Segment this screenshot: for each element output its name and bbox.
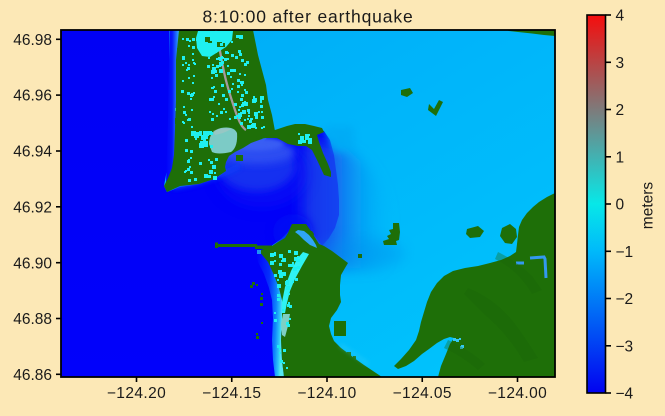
svg-text:46.98: 46.98	[13, 32, 52, 49]
svg-text:−2: −2	[616, 291, 634, 308]
svg-text:−124.10: −124.10	[297, 385, 356, 402]
svg-text:8:10:00 after earthquake: 8:10:00 after earthquake	[202, 7, 413, 27]
svg-text:4: 4	[616, 8, 625, 25]
svg-text:46.96: 46.96	[13, 88, 52, 105]
svg-text:−3: −3	[616, 338, 634, 355]
svg-text:46.94: 46.94	[13, 144, 52, 161]
svg-text:46.90: 46.90	[13, 255, 52, 272]
svg-text:3: 3	[616, 55, 625, 72]
svg-text:−4: −4	[616, 386, 634, 403]
svg-text:46.88: 46.88	[13, 311, 52, 328]
svg-text:0: 0	[616, 197, 625, 214]
svg-text:1: 1	[616, 149, 625, 166]
svg-text:−124.20: −124.20	[107, 385, 166, 402]
svg-text:2: 2	[616, 102, 625, 119]
svg-text:meters: meters	[640, 182, 657, 230]
svg-text:−1: −1	[616, 244, 634, 261]
svg-text:46.86: 46.86	[13, 367, 52, 384]
svg-text:−124.15: −124.15	[202, 385, 261, 402]
svg-text:46.92: 46.92	[13, 199, 52, 216]
svg-text:−124.05: −124.05	[393, 385, 452, 402]
svg-text:−124.00: −124.00	[488, 385, 547, 402]
